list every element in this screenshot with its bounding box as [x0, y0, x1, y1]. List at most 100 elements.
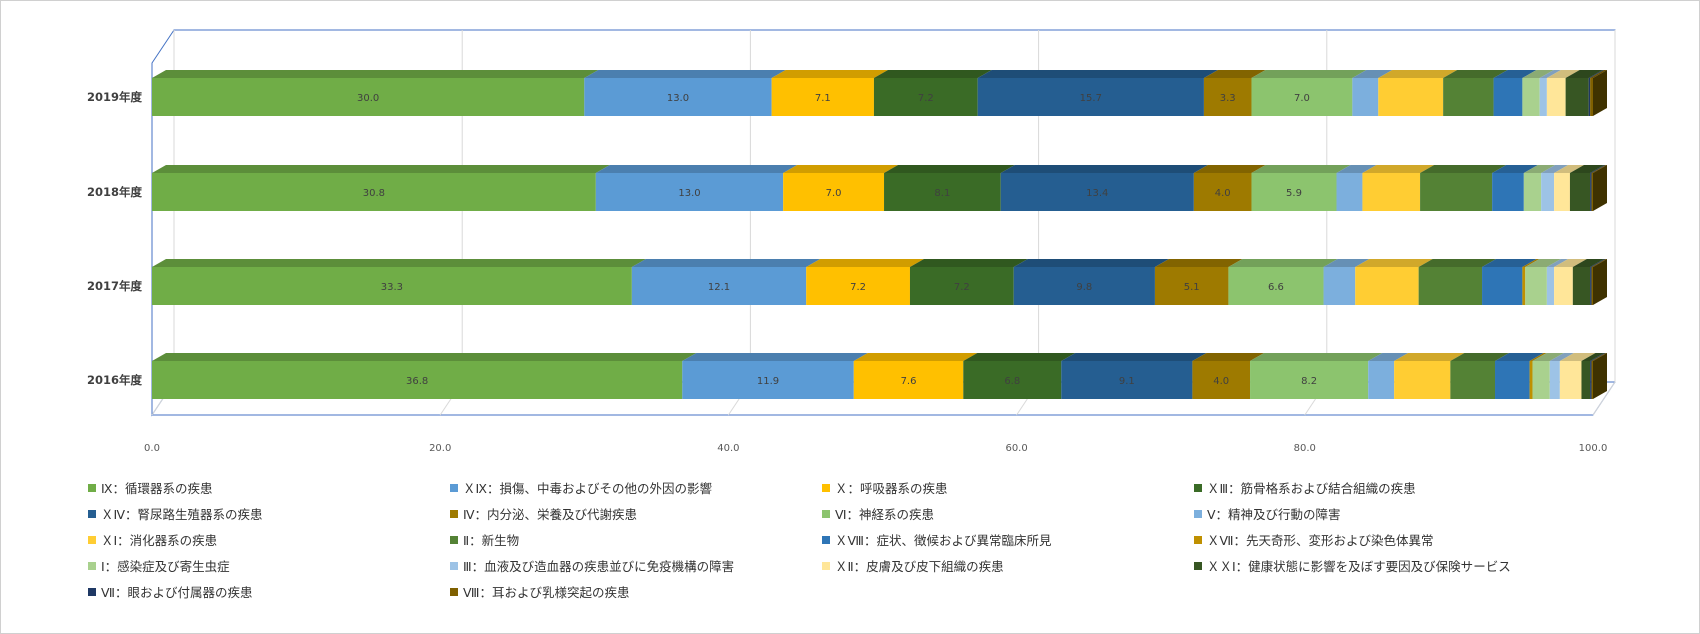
data-label: 13.4 [1086, 188, 1108, 199]
data-label: 30.0 [357, 93, 379, 104]
data-label: 7.1 [815, 93, 831, 104]
bar-segment [1590, 78, 1593, 116]
bar-segment [631, 267, 807, 305]
bar-segment [1588, 78, 1591, 116]
bar-segment [1450, 361, 1496, 399]
bar-segment-top [152, 70, 599, 78]
bar-segment-top [1572, 259, 1605, 267]
legend-item: Ⅶ：眼および付属器の疾患 [88, 582, 253, 601]
bar-segment [1590, 361, 1592, 399]
legend-swatch [450, 587, 458, 596]
bar-segment-top [1522, 70, 1554, 78]
bar-segment-top [1591, 353, 1607, 361]
bar-segment-top [1525, 259, 1561, 267]
legend-swatch [822, 535, 830, 544]
bar-segment-top [1154, 259, 1243, 267]
legend-label: ＸⅧ：症状、徴候および異常臨床所見 [835, 533, 1052, 548]
bar-segment [1323, 267, 1356, 305]
bar-segment [1554, 173, 1570, 211]
data-label: 7.0 [1294, 93, 1310, 104]
bar-segment [1522, 78, 1540, 116]
bar-segment [1193, 173, 1252, 211]
bar-segment [1572, 267, 1591, 305]
legend-label: Ⅳ：内分泌、栄養及び代謝疾患 [463, 507, 638, 522]
legend-swatch [88, 509, 96, 518]
bar-segment-top [152, 353, 697, 361]
bar-segment-top [1522, 259, 1540, 267]
data-label: 7.0 [826, 188, 842, 199]
legend-label: ＸⅣ：腎尿路生殖器系の疾患 [101, 507, 263, 522]
data-label: 11.9 [757, 376, 779, 387]
bar-segment-top [1420, 165, 1507, 173]
bar-segment-top [1482, 259, 1537, 267]
bar-end-face [1593, 353, 1607, 399]
legend-swatch [88, 483, 96, 492]
bar-segment [1355, 267, 1419, 305]
bar-segment-top [595, 165, 798, 173]
bar-segment [909, 267, 1014, 305]
bar-segment-top [1559, 353, 1596, 361]
legend-item: ＸⅢ：筋骨格系および結合組織の疾患 [1194, 478, 1416, 497]
x-tick-label: 40.0 [717, 443, 739, 454]
bar-segment [977, 78, 1204, 116]
bar-segment-top [152, 259, 646, 267]
bar-segment-top [1554, 259, 1587, 267]
data-label: 3.3 [1220, 93, 1236, 104]
bar-segment [1541, 173, 1555, 211]
legend-item: ＸⅦ：先天奇形、変形および染色体異常 [1194, 530, 1434, 549]
bar-segment-top [963, 353, 1076, 361]
bar-segment [1590, 267, 1592, 305]
legend-label: Ⅴ：精神及び行動の障害 [1207, 507, 1341, 522]
legend-item: Ⅳ：内分泌、栄養及び代謝疾患 [450, 504, 637, 523]
bar-segment [771, 78, 874, 116]
data-label: 15.7 [1080, 93, 1102, 104]
bar-segment-top [1590, 353, 1606, 361]
bar-segment-top [1368, 353, 1409, 361]
bar-segment [1250, 361, 1369, 399]
data-label: 6.6 [1268, 282, 1284, 293]
bar-segment-top [1590, 165, 1606, 173]
bar-segment [1192, 361, 1251, 399]
bar-segment-top [783, 165, 899, 173]
legend-swatch [822, 509, 830, 518]
legend-swatch [1194, 561, 1202, 570]
bar-segment [152, 361, 683, 399]
bar-segment [1591, 173, 1593, 211]
data-label: 9.8 [1076, 282, 1092, 293]
bar-segment [1378, 78, 1444, 116]
bar-segment-top [1352, 70, 1393, 78]
bar-segment-top [884, 165, 1015, 173]
data-label: 5.1 [1184, 282, 1200, 293]
legend-label: Ⅶ：眼および付属器の疾患 [101, 585, 253, 600]
data-label: 4.0 [1215, 188, 1231, 199]
legend-label: Ⅱ：新生物 [463, 533, 520, 548]
bar-segment [806, 267, 910, 305]
bar-segment-top [1569, 165, 1605, 173]
bar-segment-top [1228, 259, 1338, 267]
bar-segment-top [1591, 259, 1607, 267]
bar-segment [595, 173, 784, 211]
bar-segment [1591, 361, 1593, 399]
legend-swatch [1194, 509, 1202, 518]
data-label: 7.2 [850, 282, 866, 293]
bar-segment [1565, 78, 1589, 116]
bar-segment [1420, 173, 1493, 211]
y-category-label: 2017年度 [87, 279, 143, 293]
legend-label: ＸⅠ：消化器系の疾患 [101, 533, 218, 548]
legend-swatch [1194, 535, 1202, 544]
legend-item: ＸⅡ：皮膚及び皮下組織の疾患 [822, 556, 1004, 575]
bar-segment-top [1492, 165, 1538, 173]
legend-swatch [88, 535, 96, 544]
bar-segment [1368, 361, 1395, 399]
legend-item: ＸⅣ：腎尿路生殖器系の疾患 [88, 504, 263, 523]
bar-segment [873, 78, 978, 116]
legend-swatch [822, 483, 830, 492]
legend-item: ＸⅧ：症状、徴候および異常臨床所見 [822, 530, 1051, 549]
bar-segment-top [1554, 165, 1584, 173]
bar-segment-top [1418, 259, 1497, 267]
x-tick-label: 20.0 [429, 443, 451, 454]
bar-segment-top [1590, 70, 1607, 78]
legend-swatch [88, 587, 96, 596]
legend-swatch [450, 509, 458, 518]
legend-item: Ⅰ：感染症及び寄生虫症 [88, 556, 230, 575]
